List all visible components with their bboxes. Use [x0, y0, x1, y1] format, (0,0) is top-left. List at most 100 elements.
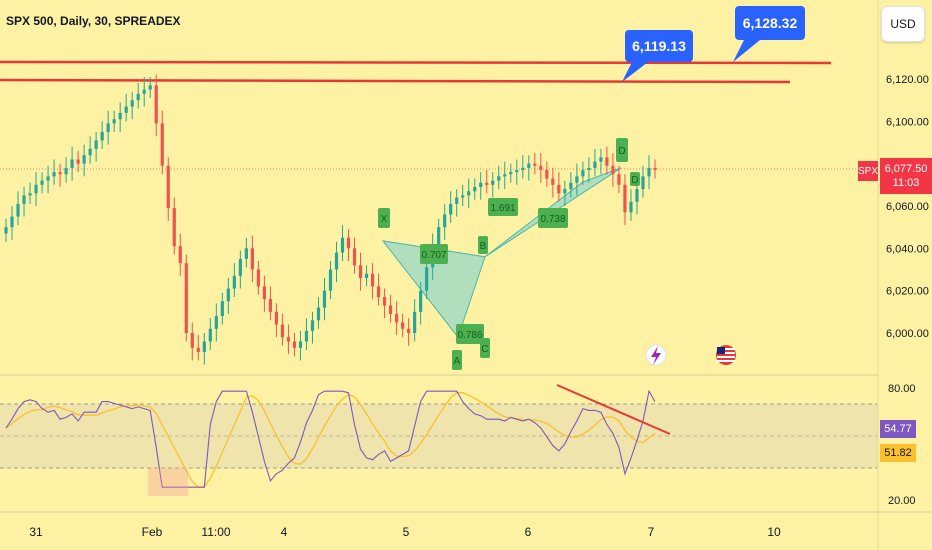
candle-body	[214, 316, 218, 329]
pattern-label-text: D	[631, 175, 638, 186]
candle-body	[178, 246, 182, 264]
candle-body	[395, 313, 399, 323]
candle-body	[467, 191, 471, 196]
candle-body	[208, 328, 212, 342]
candle-body	[376, 286, 381, 298]
last-price: 6,077.50	[884, 163, 928, 175]
rsi-value-tag: 54.77	[880, 420, 916, 438]
pattern-label-text: 0.786	[457, 330, 482, 341]
candle-body	[407, 328, 411, 333]
candle-body	[491, 180, 495, 185]
time-label: 10	[767, 525, 781, 539]
price-callout-6128[interactable]: 6,128.32	[735, 6, 805, 40]
candle-body	[503, 174, 507, 177]
chart-title: SPX 500, Daily, 30, SPREADEX	[6, 14, 181, 28]
candle-body	[382, 297, 387, 306]
candle-body	[196, 347, 200, 353]
time-label: 7	[648, 525, 655, 539]
callout-pointer-1	[622, 62, 648, 82]
candle-body	[286, 337, 291, 342]
candle-body	[545, 170, 549, 179]
candle-body	[635, 189, 639, 202]
candle-body	[593, 161, 597, 168]
candle-body	[232, 275, 236, 289]
candle-body	[437, 227, 441, 247]
candle-body	[479, 182, 483, 187]
candle-body	[304, 330, 309, 342]
candle-body	[575, 176, 579, 183]
candle-body	[298, 341, 303, 348]
time-label: Feb	[142, 525, 163, 539]
candle-body	[352, 248, 357, 266]
pattern-label-text: C	[481, 344, 488, 355]
time-label: 5	[403, 525, 410, 539]
rsi-oversold-fill	[148, 468, 188, 496]
candle-body	[653, 167, 657, 171]
price-tick: 6,000.00	[886, 328, 929, 340]
price-tick: 6,020.00	[886, 286, 929, 298]
candle-body	[40, 180, 44, 185]
candle-body	[22, 195, 26, 204]
candle-body	[515, 170, 519, 173]
candle-body	[226, 288, 230, 302]
candle-body	[346, 237, 351, 249]
pattern-label-text: A	[454, 356, 461, 367]
candle-body	[322, 290, 327, 308]
candle-body	[647, 167, 651, 177]
candle-body	[64, 167, 68, 175]
candle-body	[172, 208, 176, 247]
candle-body	[148, 85, 152, 90]
pattern-label-text: 0.707	[421, 250, 446, 261]
candle-body	[106, 123, 110, 132]
flag-canton	[717, 347, 725, 354]
resistance-line-lower	[0, 78, 791, 84]
candle-body	[28, 193, 32, 196]
candle-body	[370, 273, 375, 287]
pattern-label-box	[452, 350, 462, 370]
price-callout-6119[interactable]: 6,119.13	[625, 30, 693, 62]
time-label: 4	[281, 525, 288, 539]
candle-body	[485, 182, 489, 185]
candle-body	[82, 155, 86, 164]
candle-body	[124, 106, 128, 113]
rsi-divergence-line	[556, 384, 671, 435]
candle-body	[641, 176, 645, 190]
candle-body	[497, 176, 501, 181]
pattern-label-box	[488, 198, 518, 216]
candle-body	[425, 267, 429, 291]
rsi-ma-value-tag: 51.82	[880, 444, 916, 462]
candle-body	[142, 89, 146, 94]
candle-body	[340, 237, 345, 253]
candle-body	[539, 165, 543, 171]
candle-body	[202, 341, 206, 353]
pattern-label-text: 0.738	[540, 214, 565, 225]
flag-stripe	[717, 348, 735, 350]
last-price-tag: 6,077.50 11:03	[880, 158, 932, 194]
price-tick: 6,120.00	[886, 74, 929, 86]
flag-stripe	[717, 352, 735, 354]
candle-body	[443, 214, 447, 228]
pattern-label-text: D	[618, 146, 625, 157]
candle-body	[280, 324, 285, 338]
pattern-label-box	[616, 138, 628, 162]
candle-body	[455, 197, 459, 204]
candle-body	[629, 201, 633, 213]
candle-body	[401, 322, 405, 329]
currency-button[interactable]: USD	[881, 6, 925, 42]
candle-body	[166, 165, 170, 209]
resistance-line-upper	[0, 60, 832, 65]
candle-body	[533, 163, 537, 166]
candle-body	[413, 311, 417, 333]
candle-body	[4, 227, 8, 234]
candle-body	[190, 333, 194, 348]
candle-body	[154, 85, 158, 124]
candle-body	[184, 263, 188, 333]
candle-body	[118, 112, 122, 120]
candle-body	[605, 157, 609, 166]
candle-body	[52, 172, 56, 177]
bar-countdown: 11:03	[892, 177, 920, 189]
pattern-label-box	[630, 172, 640, 186]
candle-body	[112, 119, 116, 124]
